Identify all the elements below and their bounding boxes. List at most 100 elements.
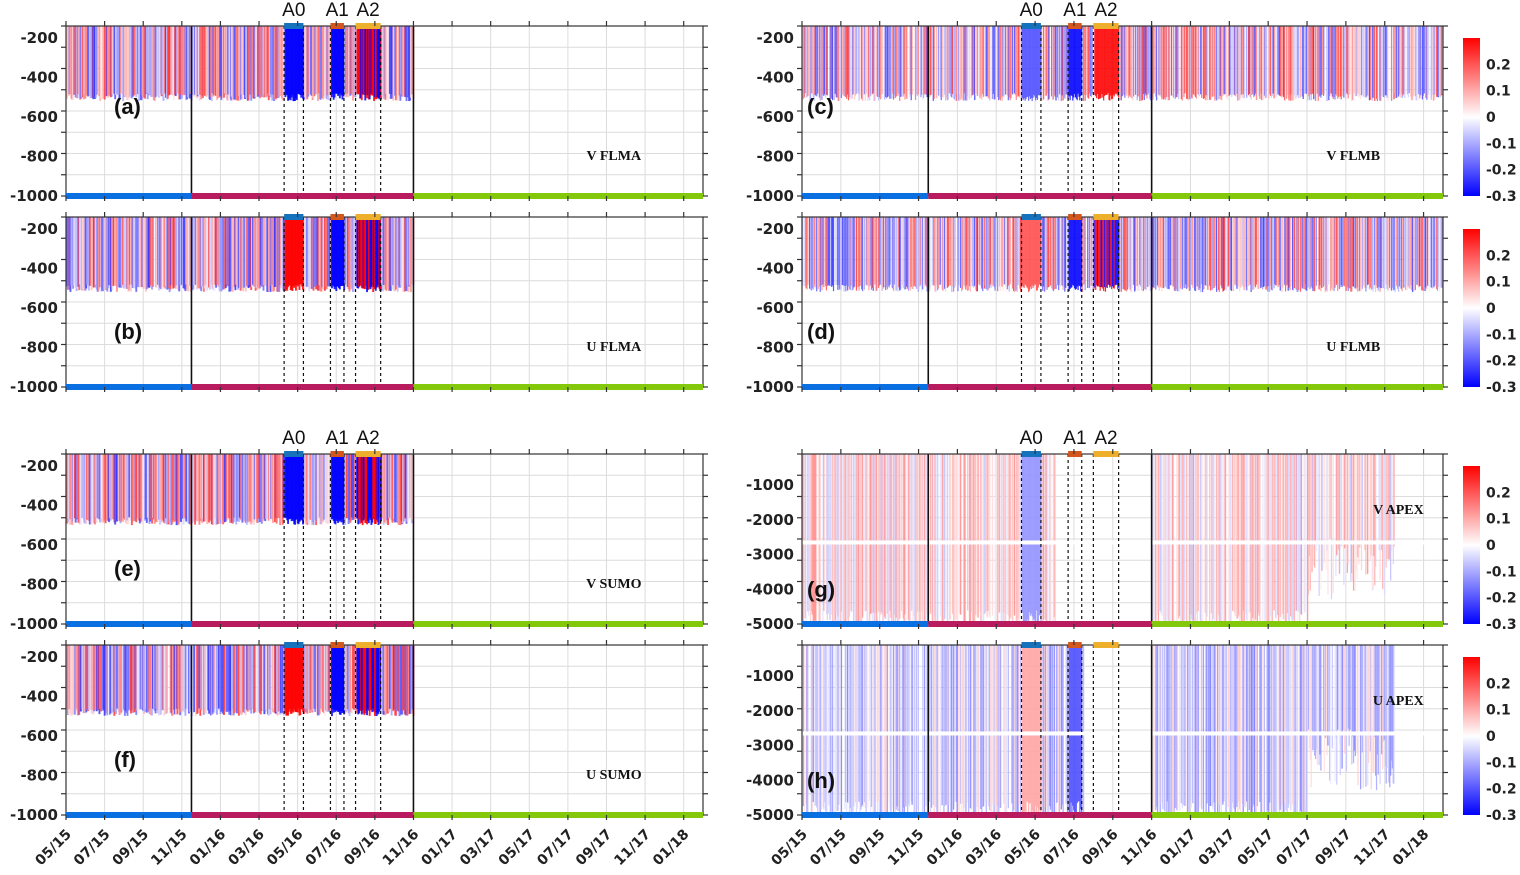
heatmap-cell bbox=[925, 645, 927, 806]
y-tick-label: -600 bbox=[20, 727, 58, 745]
heatmap-cell bbox=[161, 217, 164, 290]
heatmap-cell bbox=[1028, 454, 1031, 613]
heatmap-cell bbox=[168, 26, 171, 95]
heatmap-cell bbox=[1417, 217, 1419, 286]
heatmap-cell bbox=[859, 217, 861, 286]
heatmap-cell bbox=[177, 645, 180, 709]
heatmap-cell bbox=[832, 26, 835, 96]
heatmap-cell bbox=[1096, 217, 1099, 287]
heatmap-cell bbox=[1057, 26, 1059, 98]
heatmap-cell bbox=[1156, 217, 1159, 286]
heatmap-cell bbox=[1228, 217, 1230, 286]
heatmap-cell bbox=[962, 26, 964, 101]
heatmap-cell bbox=[1261, 26, 1263, 101]
heatmap-cell bbox=[1042, 645, 1044, 813]
y-tick-label: -1000 bbox=[746, 187, 794, 205]
heatmap-cell bbox=[1056, 645, 1058, 803]
heatmap-cell bbox=[1023, 26, 1025, 99]
heatmap-cell bbox=[1293, 26, 1295, 96]
heatmap-cell bbox=[847, 217, 850, 287]
heatmap-cell bbox=[1021, 645, 1024, 813]
heatmap-cell bbox=[1162, 645, 1164, 810]
heatmap-cell bbox=[867, 645, 869, 810]
period-bar-period-1 bbox=[802, 193, 929, 199]
heatmap-cell bbox=[854, 645, 856, 802]
heatmap-cell bbox=[1404, 26, 1406, 99]
heatmap-cell bbox=[973, 26, 975, 94]
heatmap-cell bbox=[1013, 26, 1016, 94]
heatmap-cell bbox=[1227, 26, 1229, 100]
y-tick-label: -1000 bbox=[10, 187, 58, 205]
heatmap-cell bbox=[1434, 26, 1436, 95]
heatmap-cell bbox=[998, 217, 1001, 287]
heatmap-cell bbox=[848, 217, 850, 289]
event-bar-A2 bbox=[355, 451, 381, 457]
heatmap-cell bbox=[835, 454, 837, 613]
heatmap-cell bbox=[1048, 217, 1050, 288]
heatmap-cell bbox=[1046, 26, 1048, 94]
heatmap-cell bbox=[1290, 645, 1292, 811]
heatmap-cell bbox=[1053, 454, 1055, 618]
heatmap-cell bbox=[945, 454, 947, 612]
heatmap-cell bbox=[985, 645, 987, 813]
heatmap-cell bbox=[847, 217, 849, 291]
heatmap-cell bbox=[1010, 26, 1012, 99]
heatmap-cell bbox=[1058, 645, 1061, 813]
heatmap-cell bbox=[1001, 217, 1003, 287]
heatmap-cell bbox=[848, 454, 851, 617]
heatmap-cell bbox=[1218, 26, 1220, 100]
heatmap-cell bbox=[1397, 26, 1399, 95]
heatmap-cell bbox=[831, 26, 833, 99]
heatmap-cell bbox=[1132, 217, 1134, 286]
station-label: V FLMB bbox=[1326, 149, 1380, 164]
heatmap-cell bbox=[1060, 645, 1062, 810]
heatmap-cell bbox=[1363, 26, 1365, 97]
heatmap-cell bbox=[1312, 26, 1314, 94]
heatmap-cell bbox=[1312, 645, 1314, 751]
heatmap-cell bbox=[900, 454, 903, 611]
heatmap-cell bbox=[1083, 217, 1085, 285]
heatmap-cell bbox=[1269, 645, 1271, 803]
heatmap-cell bbox=[1376, 26, 1378, 102]
heatmap-cell bbox=[957, 454, 959, 613]
heatmap-cell bbox=[1015, 26, 1017, 100]
heatmap-cell bbox=[1003, 645, 1005, 804]
heatmap-cell bbox=[1342, 217, 1344, 287]
heatmap-cell bbox=[898, 454, 900, 622]
heatmap-cell bbox=[805, 645, 807, 805]
heatmap-cell bbox=[1118, 26, 1121, 100]
heatmap-cell bbox=[1402, 26, 1404, 96]
heatmap-cell bbox=[1026, 26, 1028, 98]
heatmap-cell bbox=[883, 454, 885, 620]
heatmap-cell bbox=[1285, 217, 1288, 286]
heatmap-cell bbox=[1013, 645, 1016, 810]
y-tick-label: -2000 bbox=[746, 511, 794, 529]
heatmap-cell bbox=[959, 645, 961, 813]
heatmap-cell bbox=[1220, 26, 1222, 100]
heatmap-cell bbox=[1307, 26, 1310, 97]
heatmap-cell bbox=[1211, 454, 1213, 622]
heatmap-cell bbox=[1302, 26, 1304, 99]
heatmap-cell bbox=[1123, 26, 1125, 96]
heatmap-cell bbox=[1068, 645, 1070, 813]
heatmap-cell bbox=[1036, 454, 1039, 622]
heatmap-cell bbox=[930, 454, 932, 614]
heatmap-cell bbox=[1378, 454, 1380, 551]
heatmap-cell bbox=[1390, 454, 1392, 581]
heatmap-cell bbox=[1167, 645, 1169, 813]
heatmap-cell bbox=[866, 645, 868, 807]
heatmap-cell bbox=[803, 217, 805, 287]
heatmap-cell bbox=[1391, 217, 1393, 288]
heatmap-cell bbox=[861, 26, 863, 99]
heatmap-cell bbox=[1278, 645, 1281, 813]
event-bar-A2 bbox=[1093, 642, 1119, 648]
heatmap-cell bbox=[809, 217, 812, 290]
heatmap-cell bbox=[1126, 217, 1128, 292]
heatmap-cell bbox=[1045, 26, 1047, 96]
period-bar-period-3 bbox=[413, 193, 703, 199]
heatmap-cell bbox=[1194, 645, 1196, 813]
heatmap-cell bbox=[955, 26, 957, 101]
heatmap-cell bbox=[1297, 454, 1299, 622]
heatmap-cell bbox=[1337, 645, 1339, 730]
heatmap-cell bbox=[1029, 26, 1031, 100]
